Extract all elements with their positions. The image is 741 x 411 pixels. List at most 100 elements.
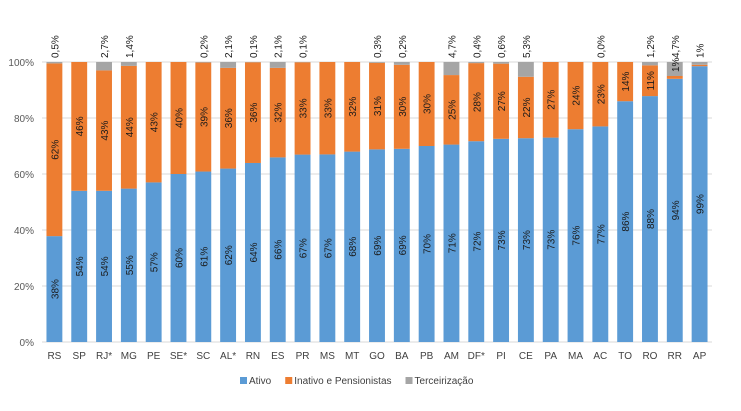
bar-ativo-BA xyxy=(393,148,410,342)
data-label: 64% xyxy=(249,242,260,262)
bar-inativo-e-pensionistas-MT xyxy=(344,62,361,152)
x-tick-label: ES xyxy=(271,351,285,362)
data-label: 1,4% xyxy=(125,35,136,58)
bar-inativo-e-pensionistas-MA xyxy=(567,62,584,130)
data-label: 69% xyxy=(373,236,384,256)
data-label: 69% xyxy=(398,235,409,255)
data-label: 99% xyxy=(696,194,707,214)
data-label: 33% xyxy=(299,98,310,118)
data-label: 1% xyxy=(671,57,682,72)
data-label: 40% xyxy=(174,108,185,128)
data-label: 0,2% xyxy=(199,35,210,58)
bar-inativo-e-pensionistas-BA xyxy=(393,64,410,149)
data-label: 28% xyxy=(472,92,483,112)
data-labels: 38% 62% 0,5% 54% 46% 54% 43% 2,7% 55% 44% 1,4% 57% 4… xyxy=(50,35,706,299)
x-tick-label: PI xyxy=(496,351,505,362)
data-label: 43% xyxy=(150,112,161,132)
data-label: 62% xyxy=(50,140,61,160)
data-label: 0,0% xyxy=(596,35,607,58)
data-label: 72% xyxy=(472,231,483,251)
bar-inativo-e-pensionistas-AP xyxy=(691,64,708,67)
bar-ativo-MT xyxy=(344,151,361,342)
bar-inativo-e-pensionistas-MS xyxy=(319,62,336,155)
data-label: 25% xyxy=(447,100,458,120)
data-label: 76% xyxy=(572,225,583,245)
bar-inativo-e-pensionistas-ES xyxy=(269,67,286,158)
data-label: 0,6% xyxy=(497,35,508,58)
bar-inativo-e-pensionistas-DF xyxy=(468,63,485,142)
x-tick-label: RS xyxy=(47,351,61,362)
data-label: 1,2% xyxy=(646,35,657,58)
bar-ativo-RS xyxy=(46,236,63,342)
data-label: 11% xyxy=(646,71,657,90)
bar-terceiriza-o-ES xyxy=(269,62,286,68)
y-tick-label: 20% xyxy=(14,282,34,293)
bar-ativo-AM xyxy=(443,144,460,342)
legend-swatch xyxy=(285,377,293,384)
bar-terceiriza-o-RS xyxy=(46,62,63,64)
data-label: 4,7% xyxy=(671,35,682,58)
data-label: 22% xyxy=(522,97,533,117)
bar-terceiriza-o-BA xyxy=(393,62,410,65)
x-tick-label: SE* xyxy=(170,351,187,362)
x-tick-label: MT xyxy=(345,351,359,362)
bar-ativo-SC xyxy=(195,171,212,342)
bar-ativo-DF xyxy=(468,141,485,342)
bar-inativo-e-pensionistas-PA xyxy=(542,62,559,138)
bar-ativo-RR xyxy=(666,78,683,343)
bar-terceiriza-o-GO xyxy=(369,62,385,63)
bar-ativo-MG xyxy=(120,188,137,342)
data-label: 77% xyxy=(596,224,607,244)
y-tick-label: 100% xyxy=(8,58,34,69)
bar-inativo-e-pensionistas-RS xyxy=(46,63,63,237)
x-tick-label: AP xyxy=(693,351,707,362)
bar-inativo-e-pensionistas-MG xyxy=(120,65,137,189)
bar-ativo-ES xyxy=(269,157,286,342)
legend: Ativo Inativo e Pensionistas Terceirização xyxy=(240,376,474,387)
x-tick-label: PR xyxy=(296,351,310,362)
x-tick-label: MS xyxy=(320,351,335,362)
bar-terceiriza-o-CE xyxy=(517,62,534,77)
data-label: 36% xyxy=(249,103,260,123)
legend-swatch xyxy=(405,377,413,384)
x-tick-label: PB xyxy=(420,351,434,362)
data-label: 43% xyxy=(100,120,111,140)
data-label: 61% xyxy=(199,247,210,267)
x-tick-label: RO xyxy=(642,351,657,362)
data-label: 86% xyxy=(621,211,632,231)
x-tick-label: AC xyxy=(593,351,607,362)
bar-ativo-MA xyxy=(567,129,584,342)
data-label: 0,1% xyxy=(299,35,310,58)
x-tick-label: SC xyxy=(196,351,210,362)
data-label: 5,3% xyxy=(522,35,533,58)
data-label: 66% xyxy=(274,240,285,260)
y-tick-label: 60% xyxy=(14,170,34,181)
data-label: 71% xyxy=(447,233,458,253)
x-tick-label: DF* xyxy=(468,351,485,362)
bar-ativo-AP xyxy=(691,66,708,342)
data-label: 23% xyxy=(596,84,607,104)
x-tick-label: PA xyxy=(544,351,557,362)
data-label: 1% xyxy=(696,43,707,58)
x-tick-label: GO xyxy=(369,351,385,362)
bar-inativo-e-pensionistas-SE xyxy=(170,62,187,174)
y-tick-label: 80% xyxy=(14,114,34,125)
bar-ativo-MS xyxy=(319,154,336,342)
bar-inativo-e-pensionistas-RR xyxy=(666,76,683,79)
bar-ativo-RO xyxy=(642,96,658,342)
bar-inativo-e-pensionistas-AM xyxy=(443,75,460,145)
data-label: 55% xyxy=(125,255,136,275)
data-label: 0,5% xyxy=(50,35,61,58)
bar-inativo-e-pensionistas-TO xyxy=(617,62,634,102)
data-label: 27% xyxy=(497,91,508,111)
bar-terceiriza-o-RR xyxy=(666,62,683,76)
data-label: 30% xyxy=(423,94,434,114)
data-label: 73% xyxy=(522,230,533,250)
data-label: 73% xyxy=(547,230,558,250)
bar-inativo-e-pensionistas-RN xyxy=(244,62,261,163)
data-label: 60% xyxy=(174,248,185,268)
x-tick-label: BA xyxy=(395,351,409,362)
bar-inativo-e-pensionistas-PE xyxy=(145,62,162,183)
bar-inativo-e-pensionistas-AC xyxy=(592,62,609,127)
